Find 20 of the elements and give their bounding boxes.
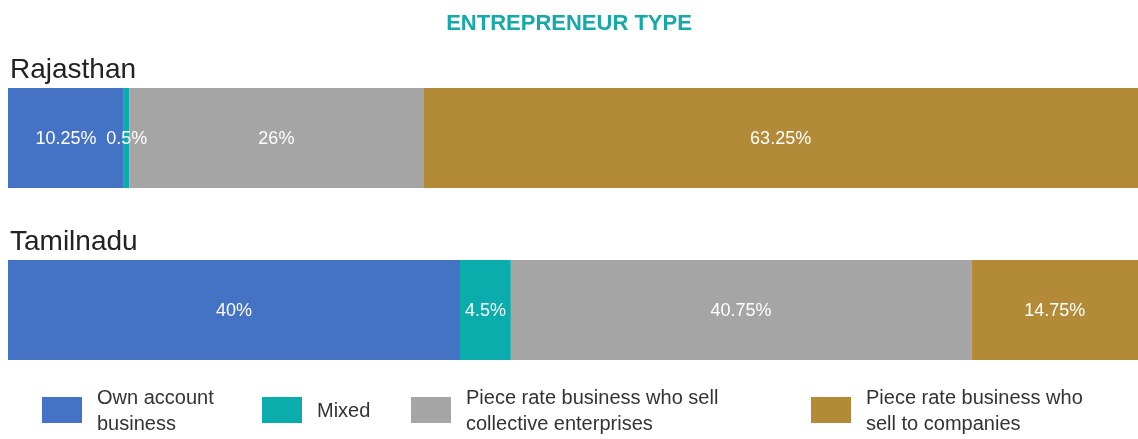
data-label: 4.5% <box>464 300 506 320</box>
legend-label: Mixed <box>317 399 371 421</box>
legend-label: Piece rate business who sell to companies <box>866 386 1089 434</box>
data-label: 26% <box>258 128 295 148</box>
bar <box>423 88 1138 188</box>
data-label: 40.75% <box>710 300 772 320</box>
bar <box>971 260 1138 360</box>
legend-label: Own account business <box>97 386 220 434</box>
y-tick-label: Rajasthan <box>10 52 137 84</box>
data-label: 40% <box>215 300 253 320</box>
bar <box>460 260 511 360</box>
data-label: 10.25% <box>35 128 97 148</box>
bar <box>8 260 460 360</box>
legend-label: Piece rate business who sell collective enterprises <box>466 386 724 434</box>
data-label: 0.5% <box>106 128 148 148</box>
y-tick-label: Tamilnadu <box>10 224 138 256</box>
bar <box>510 260 972 360</box>
text: ENTREPRENEUR TYPE <box>446 9 692 35</box>
data-label: 63.25% <box>750 128 812 148</box>
data-label: 14.75% <box>1024 300 1086 320</box>
